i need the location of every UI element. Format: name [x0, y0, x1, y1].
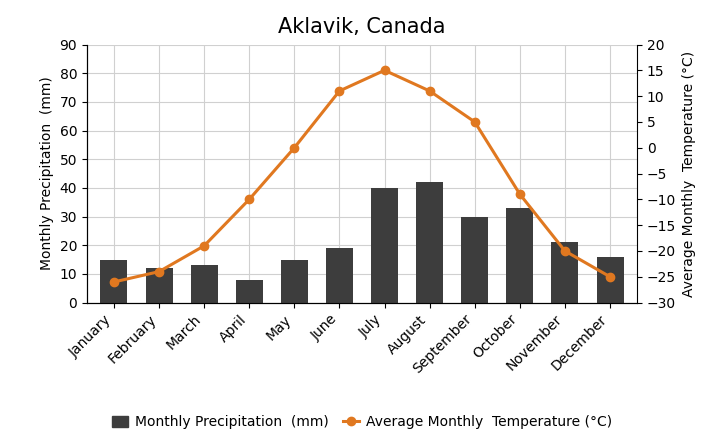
Y-axis label: Average Monthly  Temperature (°C): Average Monthly Temperature (°C) — [682, 50, 696, 297]
Bar — [461, 217, 488, 303]
Bar — [597, 257, 623, 303]
Bar — [146, 268, 172, 303]
Legend: Monthly Precipitation  (mm), Average Monthly  Temperature (°C): Monthly Precipitation (mm), Average Mont… — [107, 411, 617, 433]
Bar — [552, 243, 578, 303]
Bar — [326, 248, 353, 303]
Title: Aklavik, Canada: Aklavik, Canada — [278, 17, 446, 37]
Bar — [190, 265, 218, 303]
Bar — [416, 182, 443, 303]
Bar — [506, 208, 534, 303]
Bar — [236, 279, 263, 303]
Bar — [101, 259, 127, 303]
Bar — [371, 188, 398, 303]
Bar — [281, 259, 308, 303]
Y-axis label: Monthly Precipitation  (mm): Monthly Precipitation (mm) — [40, 77, 54, 271]
